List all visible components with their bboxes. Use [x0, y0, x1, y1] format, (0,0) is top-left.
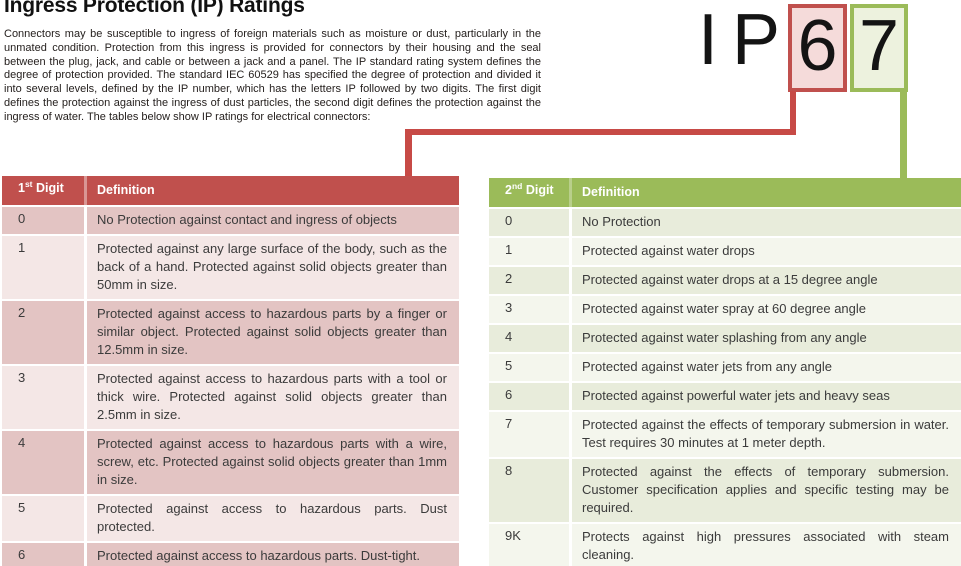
digit-cell: 6 — [2, 543, 84, 566]
second-digit-value: 7 — [858, 6, 900, 86]
digit-cell: 4 — [489, 325, 569, 352]
digit-cell: 5 — [2, 496, 84, 541]
first-digit-value: 6 — [797, 6, 838, 86]
digit-cell: 2 — [489, 267, 569, 294]
definition-cell: Protected against the effects of tempora… — [572, 459, 961, 522]
table-row: 5 Protected against access to hazardous … — [2, 496, 459, 541]
table-row: 1 Protected against any large surface of… — [2, 236, 459, 299]
second-digit-table-body: 0 No Protection 1 Protected against wate… — [489, 209, 961, 566]
definition-cell: No Protection against contact and ingres… — [87, 207, 459, 234]
digit-cell: 9K — [489, 524, 569, 566]
connector-line-green-vertical-to-table — [900, 91, 907, 179]
definition-cell: Protected against powerful water jets an… — [572, 383, 961, 410]
table-row: 2 Protected against access to hazardous … — [2, 301, 459, 364]
definition-cell: Protected against water jets from any an… — [572, 354, 961, 381]
digit-cell: 2 — [2, 301, 84, 364]
table-row: 0 No Protection — [489, 209, 961, 236]
table-row: 5 Protected against water jets from any … — [489, 354, 961, 381]
definition-cell: Protected against water drops — [572, 238, 961, 265]
table-row: 9K Protects against high pressures assoc… — [489, 524, 961, 566]
first-digit-header-cell: 1st Digit — [2, 176, 84, 205]
definition-cell: Protected against any large surface of t… — [87, 236, 459, 299]
digit-cell: 1 — [2, 236, 84, 299]
page-title: Ingress Protection (IP) Ratings — [4, 0, 305, 17]
digit-cell: 7 — [489, 412, 569, 457]
digit-cell: 6 — [489, 383, 569, 410]
digit-cell: 8 — [489, 459, 569, 522]
definition-cell: Protected against access to hazardous pa… — [87, 543, 459, 566]
intro-paragraph: Connectors may be susceptible to ingress… — [4, 28, 541, 123]
second-digit-table-header-row: 2nd Digit Definition — [489, 178, 961, 207]
first-digit-table-body: 0 No Protection against contact and ingr… — [2, 207, 459, 566]
table-row: 8 Protected against the effects of tempo… — [489, 459, 961, 522]
table-row: 3 Protected against access to hazardous … — [2, 366, 459, 429]
first-digit-table-header-row: 1st Digit Definition — [2, 176, 459, 205]
digit-cell: 5 — [489, 354, 569, 381]
connector-line-red-vertical-to-table — [405, 129, 412, 177]
second-digit-box: 7 — [850, 4, 908, 92]
table-row: 6 Protected against powerful water jets … — [489, 383, 961, 410]
definition-cell: Protected against access to hazardous pa… — [87, 431, 459, 494]
table-row: 4 Protected against water splashing from… — [489, 325, 961, 352]
digit-cell: 0 — [2, 207, 84, 234]
second-digit-header-cell: 2nd Digit — [489, 178, 569, 207]
table-row: 2 Protected against water drops at a 15 … — [489, 267, 961, 294]
definition-cell: Protected against access to hazardous pa… — [87, 301, 459, 364]
definition-cell: Protected against water splashing from a… — [572, 325, 961, 352]
connector-line-red-horizontal — [405, 129, 796, 135]
definition-cell: Protected against water spray at 60 degr… — [572, 296, 961, 323]
table-row: 7 Protected against the effects of tempo… — [489, 412, 961, 457]
table-row: 6 Protected against access to hazardous … — [2, 543, 459, 566]
definition-cell: No Protection — [572, 209, 961, 236]
table-row: 3 Protected against water spray at 60 de… — [489, 296, 961, 323]
definition-cell: Protected against water drops at a 15 de… — [572, 267, 961, 294]
first-digit-table: 1st Digit Definition 0 No Protection aga… — [2, 176, 459, 566]
definition-header-cell: Definition — [572, 178, 961, 207]
connector-line-red-vertical-from-box — [790, 91, 796, 135]
definition-cell: Protected against access to hazardous pa… — [87, 496, 459, 541]
definition-cell: Protects against high pressures associat… — [572, 524, 961, 566]
digit-cell: 1 — [489, 238, 569, 265]
digit-cell: 3 — [489, 296, 569, 323]
digit-cell: 0 — [489, 209, 569, 236]
table-row: 0 No Protection against contact and ingr… — [2, 207, 459, 234]
table-row: 4 Protected against access to hazardous … — [2, 431, 459, 494]
ip-code-prefix: IP — [698, 0, 795, 80]
definition-cell: Protected against access to hazardous pa… — [87, 366, 459, 429]
definition-cell: Protected against the effects of tempora… — [572, 412, 961, 457]
definition-header-cell: Definition — [87, 176, 459, 205]
digit-cell: 3 — [2, 366, 84, 429]
table-row: 1 Protected against water drops — [489, 238, 961, 265]
digit-cell: 4 — [2, 431, 84, 494]
first-digit-box: 6 — [788, 4, 847, 92]
second-digit-table: 2nd Digit Definition 0 No Protection 1 P… — [489, 178, 961, 566]
